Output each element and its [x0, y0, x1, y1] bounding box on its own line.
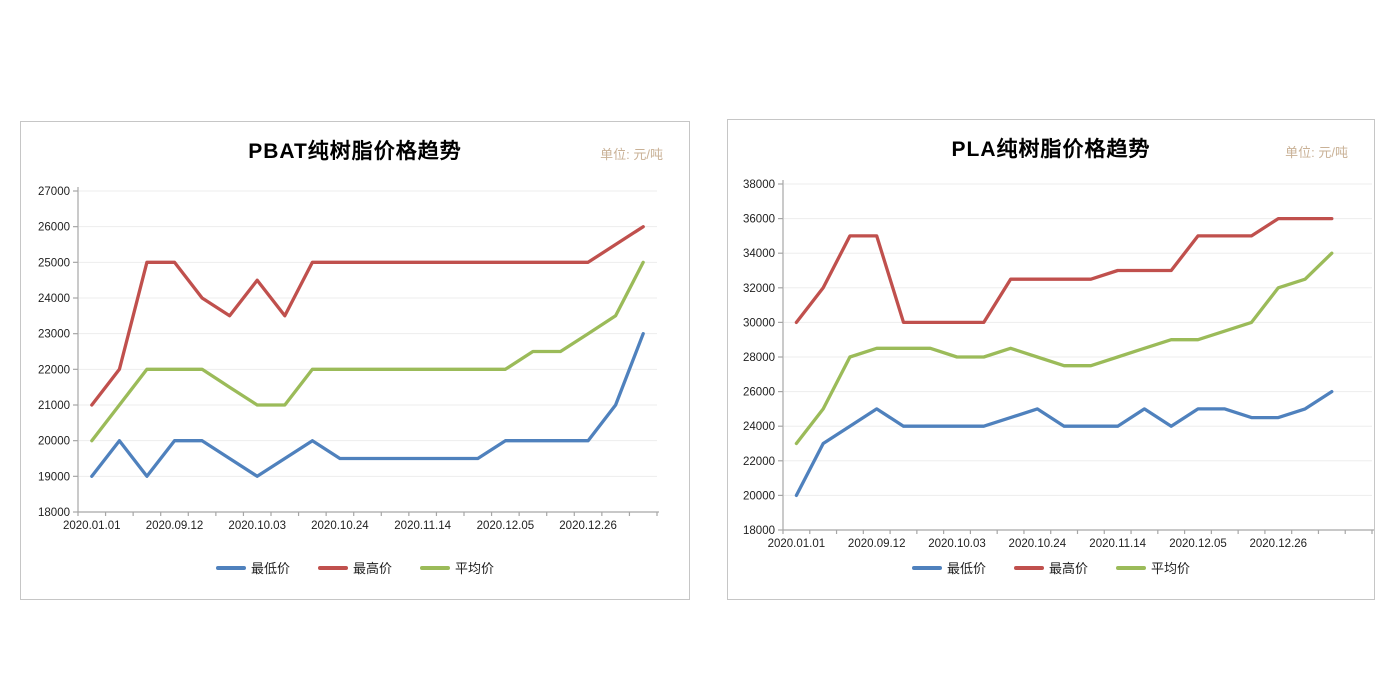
legend-swatch	[420, 565, 450, 570]
x-axis-label: 2020.10.03	[928, 538, 986, 550]
y-axis-label: 32000	[743, 283, 775, 295]
legend-label: 最高价	[1048, 561, 1088, 576]
series-line-最低价	[90, 332, 645, 478]
y-axis-label: 26000	[38, 222, 70, 234]
y-axis-label: 30000	[743, 317, 775, 329]
series-line-最高价	[90, 225, 645, 407]
y-axis-label: 21000	[38, 400, 70, 412]
y-axis-label: 25000	[38, 257, 70, 269]
series-line-最低价	[794, 389, 1334, 498]
legend-item-最高价: 最高价	[1013, 558, 1088, 577]
legend-label: 最低价	[946, 561, 986, 576]
legend-label: 最高价	[352, 561, 392, 576]
unit-label: 单位: 元/吨	[600, 147, 663, 162]
legend-swatch	[317, 565, 348, 570]
legend-swatch	[1013, 565, 1044, 570]
x-axis-label: 2020.11.14	[1089, 538, 1146, 550]
legend: 最低价 最高价 平均价	[21, 558, 689, 577]
y-axis-label: 18000	[38, 507, 70, 519]
y-axis-label: 34000	[743, 248, 775, 260]
legend-swatch	[1116, 565, 1146, 570]
x-axis-label: 2020.12.26	[559, 520, 617, 532]
y-axis-label: 36000	[743, 214, 775, 226]
x-axis-label: 2020.10.24	[311, 520, 369, 532]
legend-item-平均价: 平均价	[420, 558, 494, 577]
y-axis-label: 26000	[743, 387, 775, 399]
unit-label: 单位: 元/吨	[1285, 145, 1348, 160]
legend-item-最低价: 最低价	[215, 558, 290, 577]
y-axis-label: 24000	[38, 293, 70, 305]
x-axis-label: 2020.01.01	[63, 520, 121, 532]
pbat-line-chart: 18000 19000 20000 21000 22000 23000 24000 25000…	[38, 186, 659, 532]
chart-title: PLA纯树脂价格趋势	[951, 138, 1151, 161]
y-axis-label: 27000	[38, 186, 70, 198]
x-axis-label: 2020.12.26	[1250, 538, 1308, 550]
legend-item-最高价: 最高价	[317, 558, 392, 577]
x-axis-label: 2020.12.05	[477, 520, 535, 532]
legend-item-最低价: 最低价	[911, 558, 986, 577]
y-axis-label: 20000	[38, 436, 70, 448]
legend-item-平均价: 平均价	[1116, 558, 1190, 577]
legend: 最低价 最高价 平均价	[728, 558, 1374, 577]
y-axis-label: 22000	[38, 364, 70, 376]
y-axis-label: 20000	[743, 490, 775, 502]
x-axis-label: 2020.10.24	[1009, 538, 1067, 550]
x-axis-label: 2020.10.03	[228, 520, 286, 532]
series-line-平均价	[90, 260, 645, 443]
y-axis-label: 19000	[38, 471, 70, 483]
series-line-最高价	[794, 216, 1334, 325]
legend-swatch	[911, 565, 942, 570]
chart-title: PBAT纯树脂价格趋势	[248, 140, 462, 163]
y-axis-label: 38000	[743, 179, 775, 191]
series-line-平均价	[794, 251, 1334, 446]
x-axis-label: 2020.09.12	[848, 538, 906, 550]
legend-label: 平均价	[1151, 561, 1191, 576]
y-axis-label: 24000	[743, 421, 775, 433]
x-axis-label: 2020.12.05	[1169, 538, 1227, 550]
pla-line-chart: 18000 20000 22000 24000 26000 28000 30000 32000…	[743, 179, 1374, 550]
y-axis-label: 28000	[743, 352, 775, 364]
y-axis-label: 18000	[743, 525, 775, 537]
x-axis-label: 2020.09.12	[146, 520, 204, 532]
y-axis-label: 23000	[38, 329, 70, 341]
legend-label: 最低价	[250, 561, 290, 576]
x-axis-label: 2020.11.14	[394, 520, 451, 532]
legend-label: 平均价	[455, 561, 495, 576]
pla-chart-panel: 18000 20000 22000 24000 26000 28000 30000 32000…	[727, 119, 1375, 600]
x-axis-label: 2020.01.01	[768, 538, 826, 550]
legend-swatch	[215, 565, 246, 570]
pbat-chart-panel: 18000 19000 20000 21000 22000 23000 24000 25000…	[20, 121, 690, 600]
y-axis-label: 22000	[743, 456, 775, 468]
